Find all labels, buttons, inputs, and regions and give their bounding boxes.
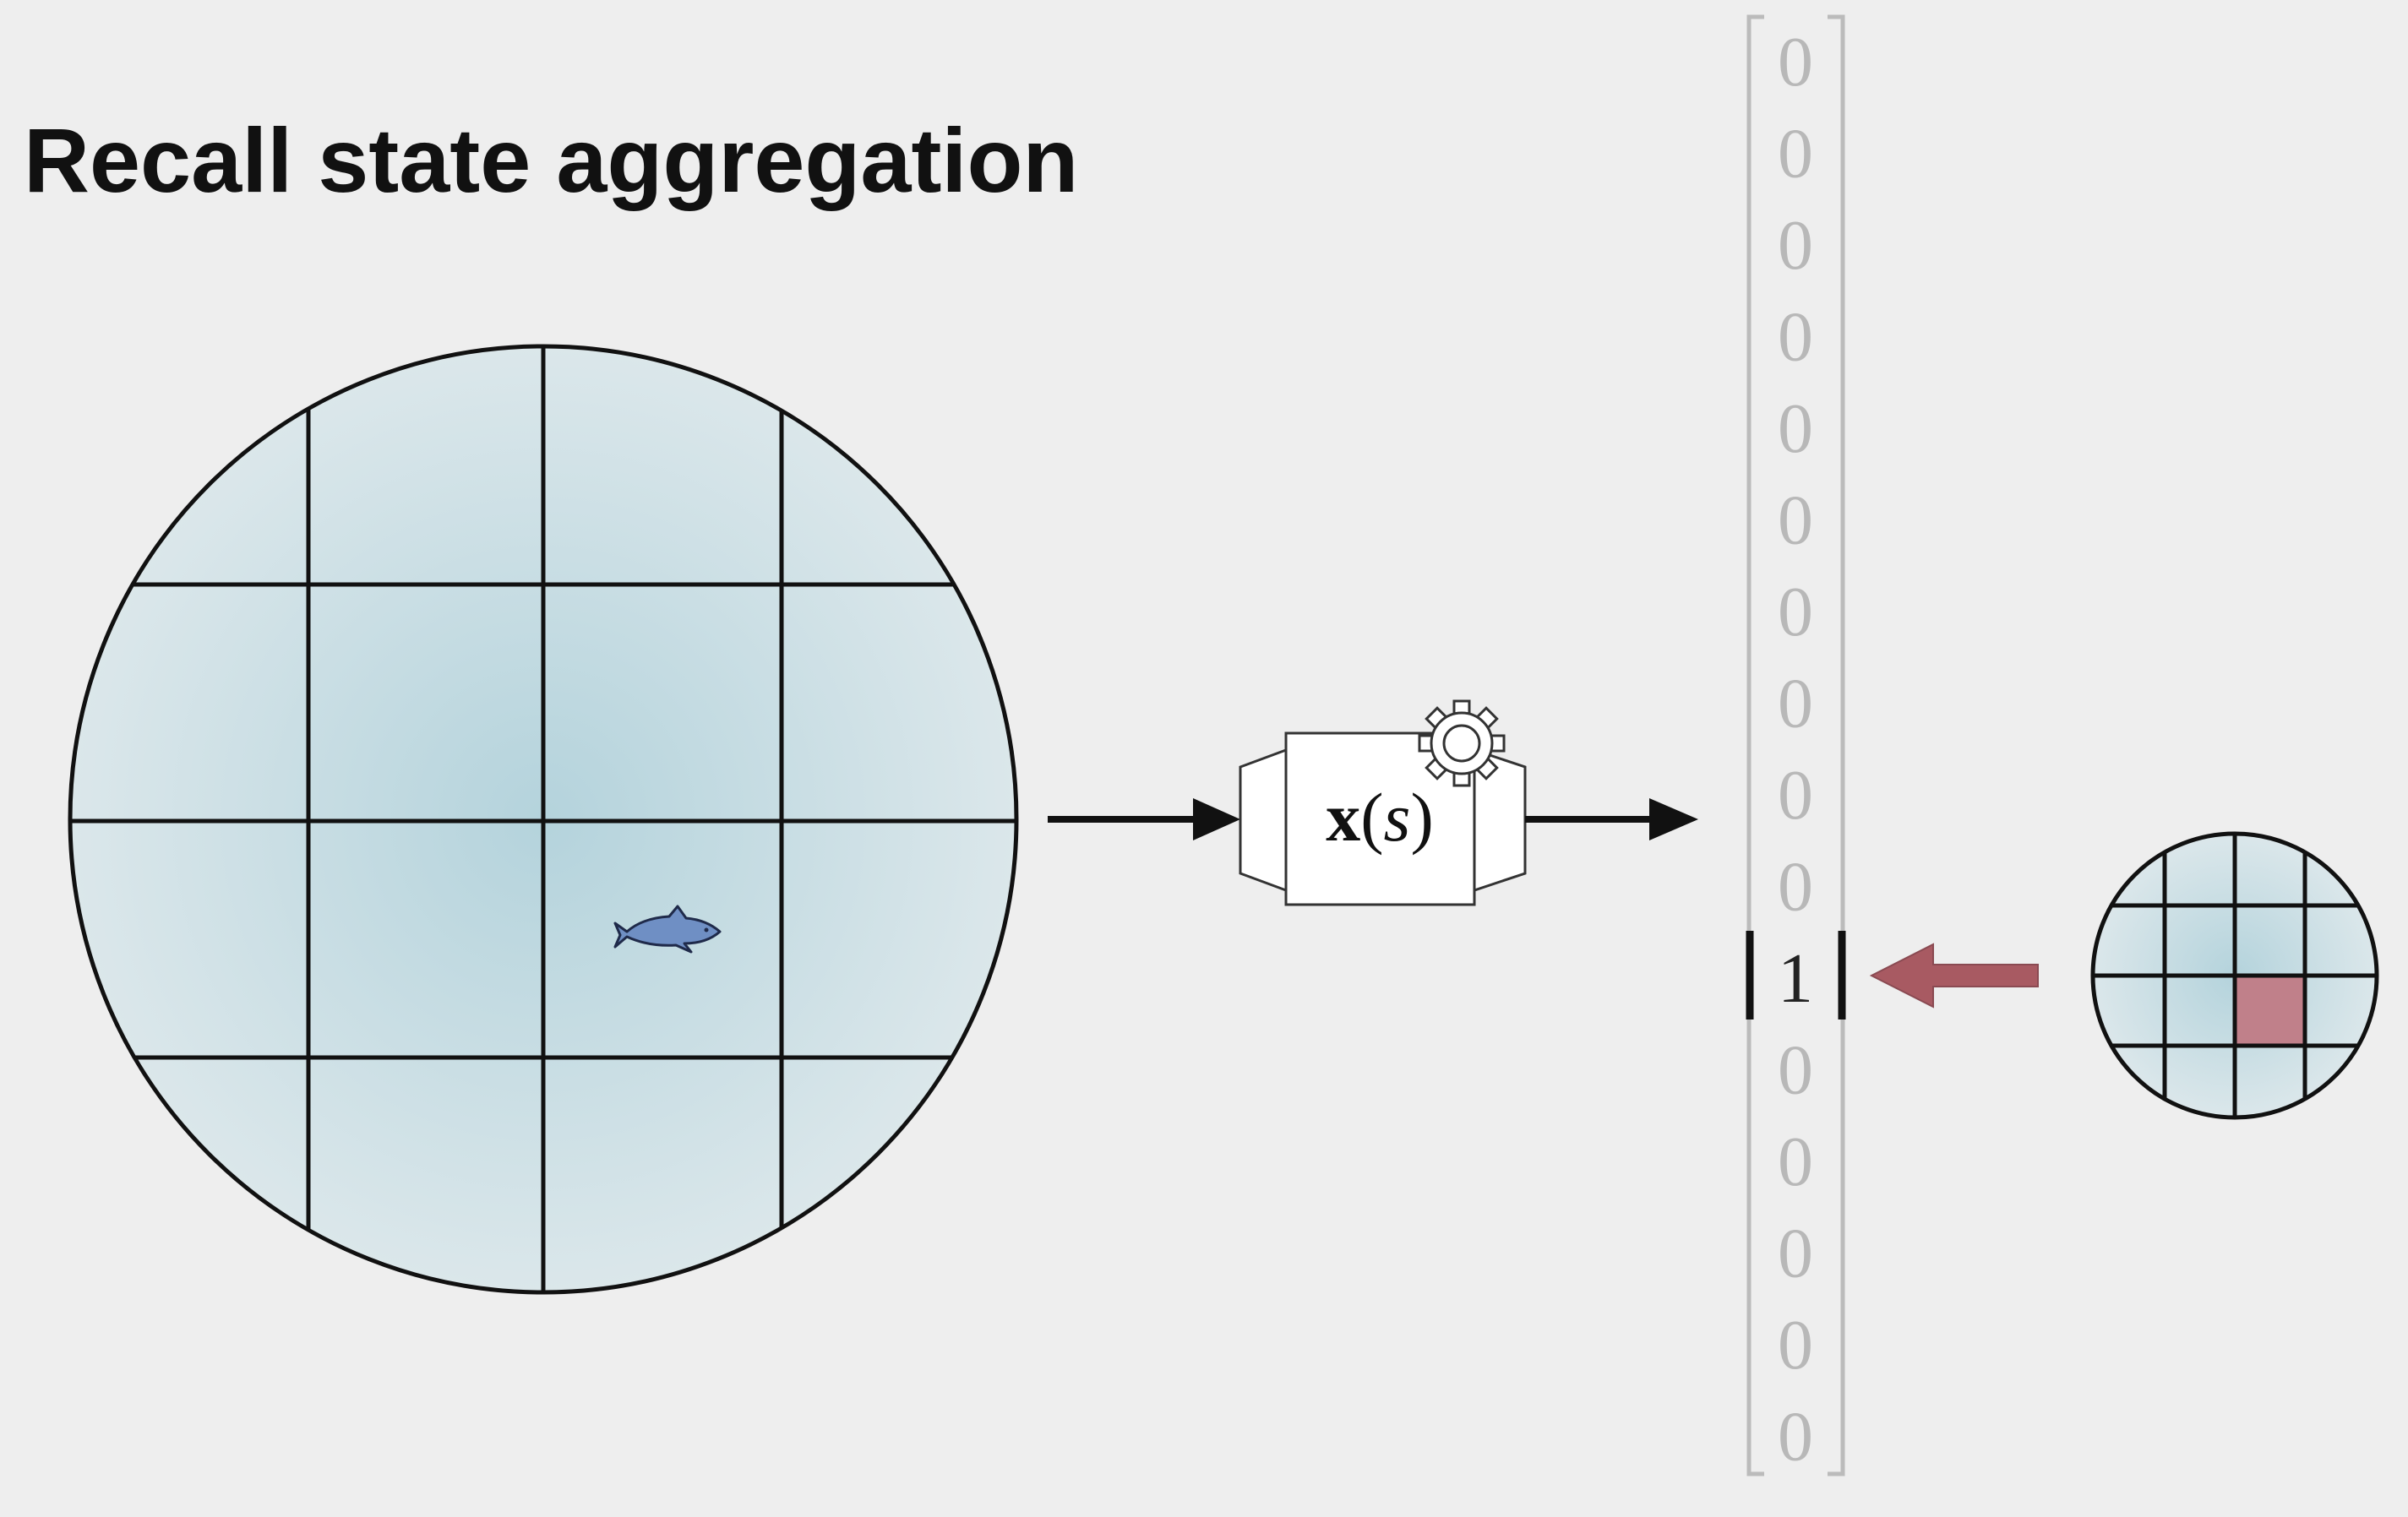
state-space-outline xyxy=(68,344,1019,1295)
vector-entry: 0 xyxy=(1778,115,1813,193)
function-close-paren: ) xyxy=(1410,779,1433,856)
vector-entry: 0 xyxy=(1778,665,1813,743)
vector-entry: 0 xyxy=(1778,389,1813,468)
aggregation-grid xyxy=(70,346,1016,1292)
vector-right-bracket xyxy=(1828,14,1845,1476)
vector-entries: 0 0 0 0 0 0 0 0 0 0 1 0 0 0 0 0 xyxy=(1778,23,1813,1476)
active-state-circle xyxy=(2090,831,2379,1120)
function-symbol: x xyxy=(1326,779,1360,856)
active-tile-highlight xyxy=(2235,976,2305,1046)
vector-entry: 0 xyxy=(1778,298,1813,377)
arrow-to-function xyxy=(1048,798,1240,840)
arrow-to-vector xyxy=(1525,798,1698,840)
vector-entry: 0 xyxy=(1778,1398,1813,1476)
fish-icon xyxy=(613,905,722,954)
vector-entry: 0 xyxy=(1778,573,1813,651)
page-title: Recall state aggregation xyxy=(24,109,1079,211)
vector-entry: 0 xyxy=(1778,206,1813,285)
vector-entry: 0 xyxy=(1778,848,1813,927)
active-state-outline xyxy=(2090,831,2379,1120)
small-aggregation-grid xyxy=(2093,834,2377,1117)
function-label: x(s) xyxy=(1326,779,1434,856)
function-input-flap xyxy=(1239,748,1288,893)
vector-entry-active: 1 xyxy=(1778,939,1813,1018)
highlight-arrow xyxy=(1869,943,2039,1009)
feature-function-box: x(s) xyxy=(1239,699,1527,906)
gear-icon xyxy=(1418,699,1506,787)
vector-entry: 0 xyxy=(1778,481,1813,560)
vector-entry: 0 xyxy=(1778,1215,1813,1293)
vector-entry: 0 xyxy=(1778,23,1813,101)
feature-vector: 0 0 0 0 0 0 0 0 0 0 1 0 0 0 0 0 xyxy=(1746,14,1846,1476)
vector-entry: 0 xyxy=(1778,756,1813,835)
state-space-circle xyxy=(68,344,1019,1295)
vector-entry: 0 xyxy=(1778,1031,1813,1110)
vector-entry: 0 xyxy=(1778,1306,1813,1384)
function-open-paren: ( xyxy=(1360,779,1383,856)
vector-entry: 0 xyxy=(1778,1123,1813,1201)
function-argument: s xyxy=(1384,779,1411,856)
vector-left-bracket xyxy=(1746,14,1764,1476)
